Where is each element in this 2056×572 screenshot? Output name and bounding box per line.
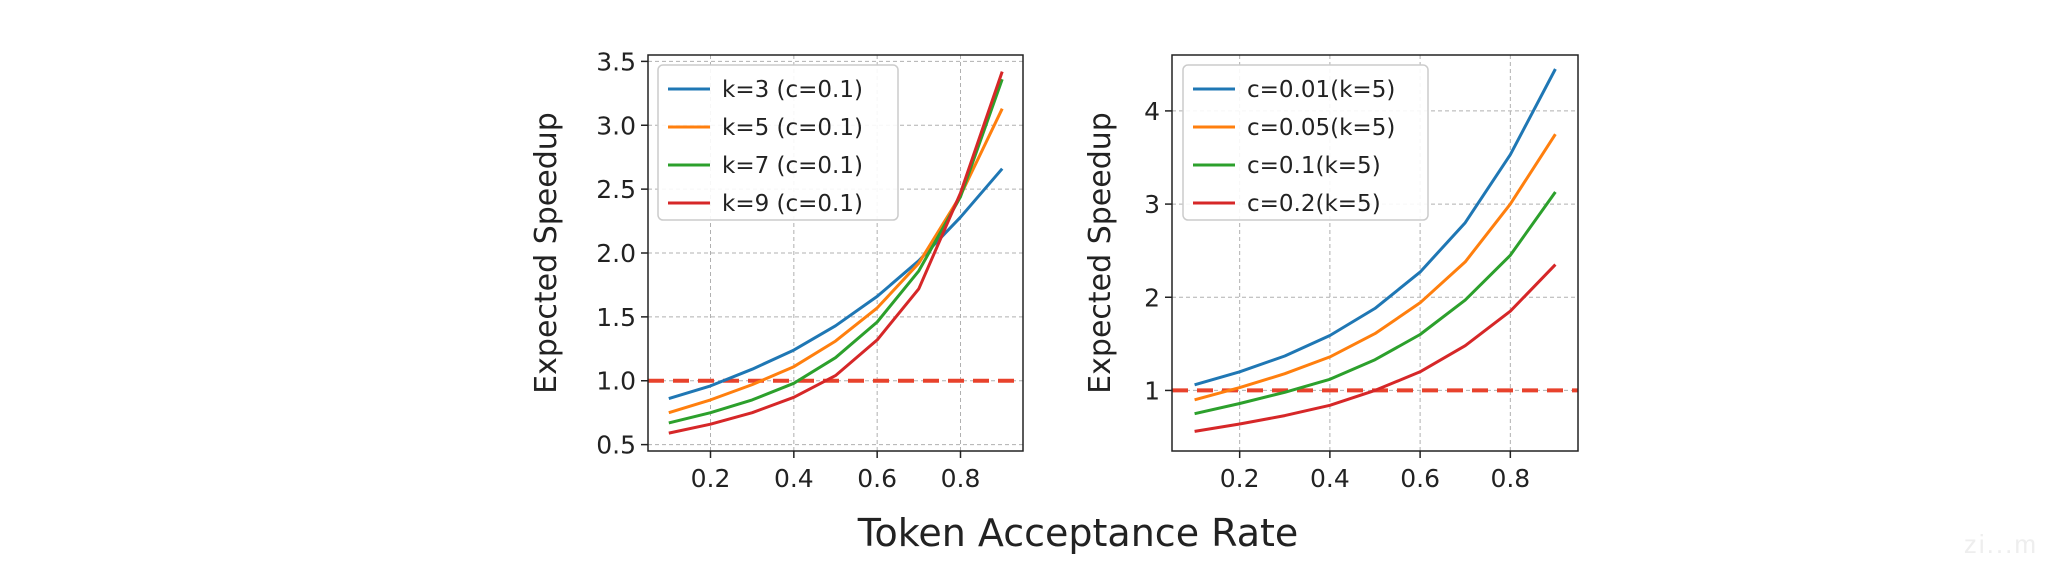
legend-label: k=5 (c=0.1): [722, 115, 863, 141]
y-tick-label: 1.0: [596, 367, 636, 396]
y-tick-label: 0.5: [596, 431, 636, 460]
legend-label: k=3 (c=0.1): [722, 77, 863, 103]
series-line: [668, 71, 1004, 435]
series-line: [1194, 68, 1557, 387]
x-tick-label: 0.2: [1220, 464, 1260, 493]
legend-label: k=7 (c=0.1): [722, 153, 863, 179]
y-tick-label: 2.5: [596, 175, 636, 204]
series-line: [1194, 263, 1557, 433]
legend-label: c=0.01(k=5): [1247, 77, 1395, 103]
series-line: [668, 108, 1004, 415]
legend-label: c=0.1(k=5): [1247, 153, 1381, 179]
y-tick-label: 1.5: [596, 303, 636, 332]
y-tick-label: 2.0: [596, 239, 636, 268]
series-line: [1194, 133, 1557, 402]
x-tick-label: 0.4: [1310, 464, 1350, 493]
x-tick-label: 0.8: [1490, 464, 1530, 493]
legend-label: c=0.05(k=5): [1247, 115, 1395, 141]
y-tick-label: 3: [1144, 190, 1160, 219]
x-tick-label: 0.2: [691, 464, 731, 493]
x-tick-label: 0.6: [1400, 464, 1440, 493]
series-line: [1194, 191, 1557, 416]
legend-box: [1182, 64, 1429, 221]
watermark: zi...m: [1963, 529, 2038, 559]
y-tick-label: 3.5: [596, 47, 636, 76]
y-tick-label: 1: [1144, 376, 1160, 405]
y-tick-label: 4: [1144, 97, 1160, 126]
plot-frame: [647, 54, 1024, 452]
shared-x-axis-label: Token Acceptance Rate: [857, 511, 1299, 555]
x-tick-label: 0.4: [774, 464, 814, 493]
y-axis-label: Expected Speedup: [529, 112, 564, 394]
y-axis-label: Expected Speedup: [1083, 112, 1118, 394]
legend-label: k=9 (c=0.1): [722, 191, 863, 217]
plot-frame: [1171, 54, 1579, 452]
x-tick-label: 0.6: [857, 464, 897, 493]
legend-box: [657, 64, 899, 221]
legend: k=3 (c=0.1) k=5 (c=0.1) k=7 (c=0.1) k=9 (c=…: [657, 64, 899, 221]
speedup-vs-c-chart: 0.2 0.4 0.6 0.8 1 2 3 4 Expected Speedup c=0.01(k…: [1083, 54, 1579, 493]
x-tick-label: 0.8: [941, 464, 981, 493]
y-tick-label: 2: [1144, 283, 1160, 312]
speedup-vs-k-chart: 0.2 0.4 0.6 0.8 0.5 1.0 1.5 2.0 2.5 3.0 3.5 Expecte…: [529, 47, 1024, 493]
series-line: [668, 167, 1004, 401]
legend-label: c=0.2(k=5): [1247, 191, 1381, 217]
y-tick-label: 3.0: [596, 111, 636, 140]
legend: c=0.01(k=5) c=0.05(k=5) c=0.1(k=5) c=0.2(k=…: [1182, 64, 1429, 221]
